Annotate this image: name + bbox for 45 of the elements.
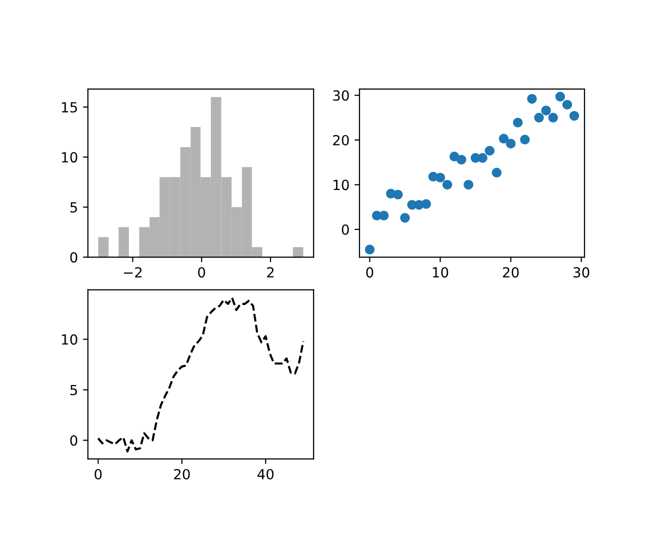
x-tick-label: 2 bbox=[267, 267, 274, 278]
point bbox=[562, 100, 572, 110]
x-tick-label: 0 bbox=[366, 267, 374, 278]
y-tick-label: 10 bbox=[62, 152, 78, 163]
x-tick-label: 40 bbox=[257, 468, 274, 480]
point bbox=[555, 92, 566, 102]
point bbox=[484, 146, 494, 156]
point bbox=[435, 172, 446, 182]
x-tick-label: 30 bbox=[574, 267, 590, 278]
x-tick-label: −2 bbox=[124, 267, 142, 278]
point bbox=[512, 118, 523, 128]
y-tick-label: 30 bbox=[333, 90, 349, 101]
y-tick-label: 0 bbox=[70, 435, 78, 446]
point bbox=[534, 112, 544, 123]
point bbox=[400, 212, 410, 223]
y-tick-label: 20 bbox=[333, 134, 349, 146]
point bbox=[378, 210, 389, 220]
point bbox=[527, 94, 537, 104]
point bbox=[520, 134, 530, 144]
y-tick-label: 15 bbox=[62, 102, 77, 113]
point bbox=[421, 199, 432, 209]
point bbox=[464, 180, 474, 190]
x-tick-label: 20 bbox=[174, 468, 190, 480]
x-tick-label: 10 bbox=[432, 267, 448, 278]
point bbox=[393, 190, 403, 200]
y-tick-label: 0 bbox=[342, 224, 349, 235]
y-tick-label: 10 bbox=[334, 180, 349, 190]
point bbox=[364, 244, 375, 254]
y-tick-label: 10 bbox=[62, 334, 78, 345]
point bbox=[506, 138, 516, 148]
x-tick-label: 0 bbox=[94, 468, 102, 480]
line-series bbox=[97, 296, 304, 452]
point bbox=[541, 106, 551, 116]
x-tick-label: 20 bbox=[502, 267, 519, 278]
point bbox=[478, 153, 488, 163]
point bbox=[442, 180, 452, 190]
point bbox=[569, 111, 580, 121]
point bbox=[548, 112, 558, 123]
point bbox=[456, 154, 466, 165]
point bbox=[498, 134, 509, 144]
y-tick-label: 5 bbox=[70, 384, 77, 396]
x-tick-label: 0 bbox=[198, 267, 206, 278]
point bbox=[492, 168, 502, 178]
y-tick-label: 5 bbox=[70, 202, 77, 213]
y-tick-label: 0 bbox=[70, 252, 78, 263]
